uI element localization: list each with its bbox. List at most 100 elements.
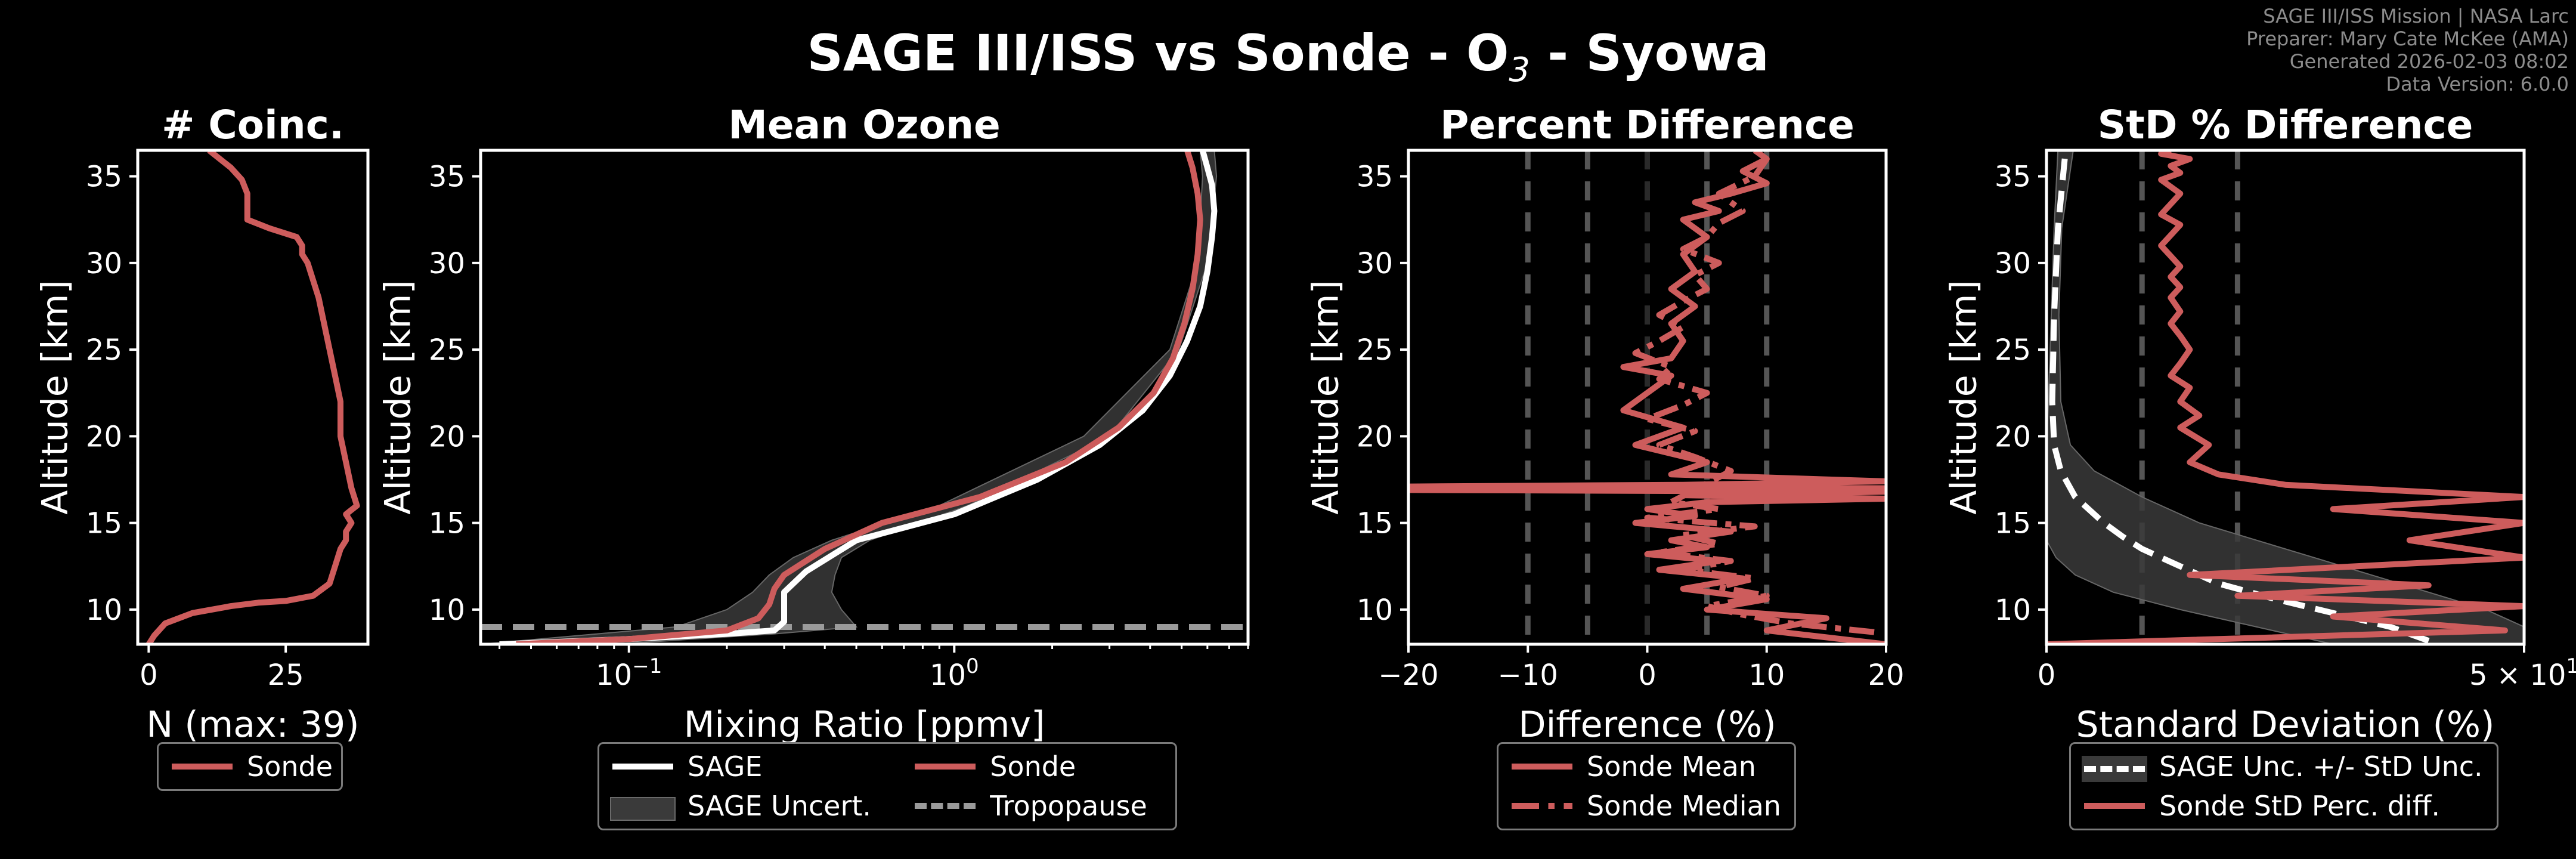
series-sage-unc-std-unc- [2049, 150, 2430, 644]
corner-info: SAGE III/ISS Mission | NASA Larc Prepare… [2246, 5, 2569, 95]
x-tick-label: 5 × 101 [2469, 654, 2576, 692]
corner-line-generated: Generated 2026-02-03 08:02 [2289, 50, 2569, 73]
figure-title-end: - Syowa [1530, 24, 1769, 82]
legend-swatch-sonde [912, 749, 978, 784]
y-axis-label: Altitude [km] [1305, 280, 1347, 515]
x-tick-label: 0 [1638, 659, 1657, 692]
legend-swatch-sonde-median [1509, 788, 1575, 824]
panel-title: # Coinc. [162, 102, 344, 148]
y-axis-label: Altitude [km] [377, 280, 419, 515]
x-axis-label: Difference (%) [1518, 704, 1776, 746]
panel-title: Mean Ozone [728, 102, 1001, 148]
legend-item-sage: SAGE [610, 749, 888, 784]
panel-pctdiff: 10 15 20 25 30 35 −20 −10 0 10 20 Percent Differenc… [1305, 102, 1905, 746]
panel-stddiff: 10 15 20 25 30 35 0 5 × 101 StD % Difference Stan… [1943, 102, 2576, 746]
y-tick-label: 30 [1357, 247, 1393, 280]
panel-ozone: 10 15 20 25 30 35 10−1 100 Mean Ozone Mixing Rati… [377, 102, 1250, 746]
legend-label-sonde-std: Sonde StD Perc. diff. [2159, 790, 2441, 822]
y-tick-label: 30 [429, 247, 465, 280]
legend-item-sonde: Sonde [169, 749, 333, 784]
panel-title: Percent Difference [1440, 102, 1854, 148]
y-axis-label: Altitude [km] [1943, 280, 1985, 515]
legend-swatch-sonde [169, 749, 235, 784]
plot-area-coinc [146, 150, 360, 644]
y-tick-label: 15 [1357, 507, 1393, 540]
y-tick-label: 30 [1995, 247, 2031, 280]
y-tick-label: 15 [1995, 507, 2031, 540]
legend-item-sage-uncert: SAGE Uncert. [610, 788, 888, 824]
x-tick-label: 10−1 [596, 654, 662, 692]
legend-item-sonde-median: Sonde Median [1509, 788, 1784, 824]
legend-label-sonde-median: Sonde Median [1587, 790, 1781, 822]
x-axis-label: N (max: 39) [146, 704, 359, 746]
legend-label-sage-unc: SAGE Unc. +/- StD Unc. [2159, 750, 2483, 783]
legend-item-sonde: Sonde [912, 749, 1165, 784]
legend-item-sonde-mean: Sonde Mean [1509, 749, 1784, 784]
legend-swatch-tropopause [912, 788, 978, 824]
legend-label-tropopause: Tropopause [990, 790, 1147, 822]
legend-swatch-sonde-mean [1509, 749, 1575, 784]
x-tick-label: −10 [1498, 659, 1558, 692]
x-tick-label: 0 [2038, 659, 2056, 692]
x-tick-label: −20 [1378, 659, 1438, 692]
plot-area-stddiff [2046, 150, 2524, 644]
figure-title: SAGE III/ISS vs Sonde - O3 - Syowa [807, 24, 1769, 89]
legend-swatch-sage-uncert [610, 797, 676, 821]
corner-line-preparer: Preparer: Mary Cate McKee (AMA) [2246, 27, 2569, 50]
series-sonde-std-perc-diff- [2046, 150, 2524, 644]
x-tick-label: 10 [1748, 659, 1785, 692]
plot-area-pctdiff [1408, 150, 1886, 644]
figure-title-subscript: 3 [1509, 51, 1530, 89]
legend-item-tropopause: Tropopause [912, 788, 1165, 824]
axes-frame [2045, 149, 2526, 646]
y-tick-label: 15 [86, 507, 122, 540]
corner-line-mission: SAGE III/ISS Mission | NASA Larc [2263, 5, 2569, 27]
legend-coinc: Sonde [157, 742, 343, 791]
legend-item-sonde-std: Sonde StD Perc. diff. [2082, 788, 2486, 824]
y-tick-label: 20 [429, 420, 465, 453]
series-sonde-median [1632, 157, 1875, 635]
x-axis-label: Standard Deviation (%) [2076, 704, 2495, 746]
legend-swatch-sage-unc [2082, 756, 2147, 782]
y-tick-label: 10 [86, 594, 122, 627]
y-tick-label: 35 [429, 160, 465, 194]
series-sonde [146, 150, 360, 644]
legend-item-sage-unc: SAGE Unc. +/- StD Unc. [2082, 749, 2486, 784]
panel-coinc: 10 15 20 25 30 35 0 25 # Coinc. N (max: 39) Altitu… [35, 102, 370, 746]
x-tick-exponent: −1 [632, 654, 662, 678]
legend-label-sonde-mean: Sonde Mean [1587, 750, 1756, 783]
y-tick-label: 25 [1357, 333, 1393, 367]
corner-line-version: Data Version: 6.0.0 [2386, 73, 2569, 95]
y-tick-label: 20 [1995, 420, 2031, 453]
x-axis-label: Mixing Ratio [ppmv] [684, 704, 1045, 746]
uncertainty-band [481, 150, 1218, 644]
legend-label-sage: SAGE [688, 750, 763, 783]
legend-stddiff: SAGE Unc. +/- StD Unc. Sonde StD Perc. d… [2069, 742, 2498, 830]
x-tick-label: 100 [930, 654, 979, 692]
legend-label-sonde: Sonde [247, 750, 333, 783]
y-tick-label: 20 [1357, 420, 1393, 453]
figure-title-main: SAGE III/ISS vs Sonde - O [807, 24, 1509, 82]
x-tick-exponent: 1 [2566, 654, 2576, 678]
y-axis-label: Altitude [km] [35, 280, 76, 515]
legend-label-sonde: Sonde [990, 750, 1076, 783]
x-tick-label: 0 [140, 659, 158, 692]
legend-pctdiff: Sonde Mean Sonde Median [1497, 742, 1796, 830]
y-tick-label: 35 [1995, 160, 2031, 194]
axes-frame [479, 149, 1250, 646]
y-tick-label: 30 [86, 247, 122, 280]
x-tick-label: 20 [1868, 659, 1904, 692]
y-tick-label: 15 [429, 507, 465, 540]
y-tick-label: 35 [1357, 160, 1393, 194]
y-tick-label: 10 [1995, 594, 2031, 627]
y-tick-label: 25 [1995, 333, 2031, 367]
legend-swatch-sonde-std [2082, 788, 2147, 824]
x-tick-exponent: 0 [966, 654, 979, 678]
legend-ozone: SAGE Sonde SAGE Uncert. Tropopause [597, 742, 1177, 830]
legend-label-sage-uncert: SAGE Uncert. [688, 790, 872, 822]
y-tick-label: 25 [86, 333, 122, 367]
uncertainty-band [2046, 150, 2524, 644]
series-sonde [516, 150, 1203, 644]
axes-frame [136, 149, 370, 646]
